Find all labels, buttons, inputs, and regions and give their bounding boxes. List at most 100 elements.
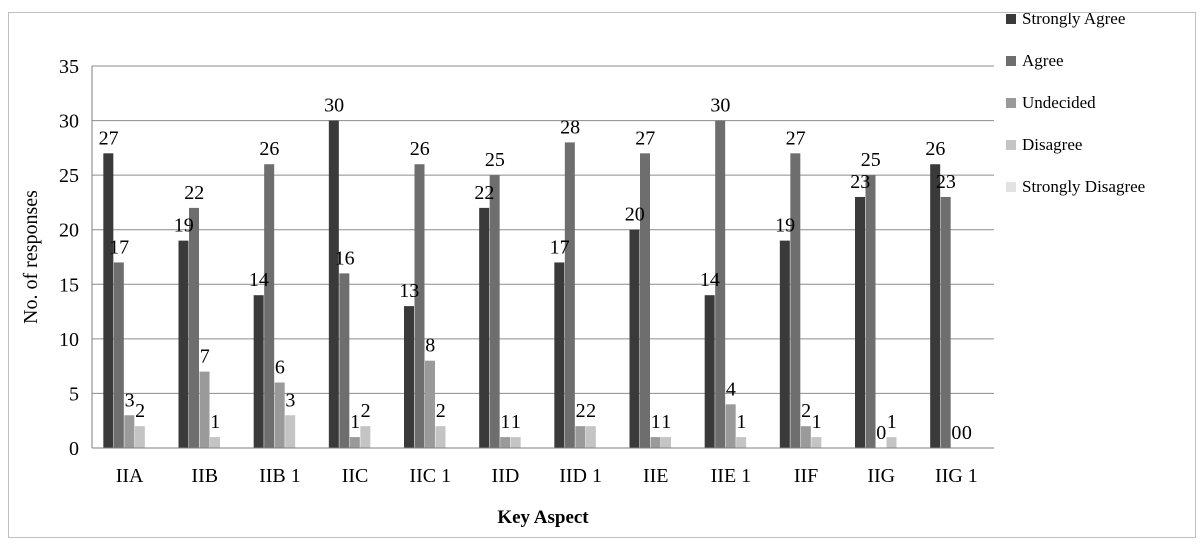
- data-label: 2: [801, 400, 811, 422]
- data-label: 3: [285, 389, 295, 411]
- bar: [779, 240, 790, 448]
- data-label: 25: [485, 149, 505, 171]
- bar: [640, 153, 650, 448]
- bars: [103, 120, 951, 449]
- bar: [103, 153, 114, 448]
- data-label: 27: [99, 127, 119, 149]
- x-tick-labels: IIA IIB IIB 1 IIC IIC 1 IID IID 1 IIE IIE 1 IIF II…: [116, 465, 978, 487]
- data-label: 8: [425, 335, 435, 357]
- data-label: 17: [109, 236, 129, 258]
- bar: [585, 426, 596, 448]
- data-label: 28: [560, 116, 580, 138]
- bar: [865, 175, 876, 448]
- data-label: 1: [887, 411, 897, 433]
- data-label: 1: [350, 411, 360, 433]
- legend-swatch: [1006, 98, 1016, 108]
- bar: [500, 437, 511, 448]
- data-label: 27: [786, 127, 806, 149]
- axes: [91, 66, 994, 449]
- legend-label: Disagree: [1022, 135, 1082, 154]
- data-label: 17: [550, 236, 570, 258]
- bar: [510, 437, 521, 448]
- data-label: 0: [951, 422, 961, 444]
- data-label: 1: [210, 411, 220, 433]
- y-tick-label: 20: [59, 220, 79, 242]
- data-label: 1: [511, 411, 521, 433]
- legend-swatch: [1006, 56, 1016, 66]
- x-tick-label: IIE: [643, 465, 669, 487]
- bar: [199, 371, 210, 448]
- y-tick-label: 30: [59, 111, 79, 133]
- legend: Strongly Agree Agree Undecided Disagree Stro…: [1006, 9, 1145, 196]
- bar: [414, 164, 425, 449]
- bar: [661, 437, 671, 448]
- y-tick-label: 35: [59, 56, 79, 78]
- data-label: 14: [700, 269, 720, 291]
- bar: [489, 175, 500, 448]
- legend-label: Agree: [1022, 51, 1064, 70]
- legend-swatch: [1006, 14, 1016, 24]
- bar: [404, 306, 414, 448]
- y-tick-label: 25: [59, 165, 79, 187]
- bar: [704, 295, 715, 448]
- bar: [930, 164, 941, 449]
- x-tick-label: IID: [492, 465, 520, 487]
- x-tick-label: IIC: [342, 465, 369, 487]
- bar: [564, 142, 575, 448]
- data-label: 16: [335, 247, 355, 269]
- bar: [629, 229, 640, 448]
- data-label: 1: [736, 411, 746, 433]
- x-tick-label: IIA: [116, 465, 144, 487]
- bar: [790, 153, 801, 448]
- data-label: 2: [576, 400, 586, 422]
- bar: [940, 196, 951, 448]
- bar: [134, 426, 145, 448]
- bar: [575, 426, 586, 448]
- bar: [886, 437, 897, 448]
- data-label: 1: [661, 411, 671, 433]
- bar: [736, 437, 747, 448]
- legend-swatch: [1006, 140, 1016, 150]
- bar: [479, 207, 490, 448]
- bar: [178, 240, 189, 448]
- data-label: 13: [399, 280, 419, 302]
- data-label: 2: [135, 400, 145, 422]
- data-label: 2: [586, 400, 596, 422]
- bar: [274, 382, 285, 448]
- data-label: 20: [625, 204, 645, 226]
- bar: [435, 426, 446, 448]
- data-label: 22: [184, 182, 204, 204]
- legend-label: Strongly Agree: [1022, 13, 1125, 28]
- data-label: 23: [850, 171, 870, 193]
- bar: [349, 437, 360, 448]
- data-label: 26: [925, 138, 945, 160]
- bar: [855, 196, 865, 448]
- data-label: 23: [936, 171, 956, 193]
- bar: [253, 295, 264, 448]
- y-tick-label: 0: [69, 438, 79, 460]
- data-label: 1: [812, 411, 822, 433]
- x-tick-label: IIE 1: [711, 465, 752, 487]
- data-label: 2: [436, 400, 446, 422]
- bar: [124, 415, 135, 448]
- y-axis-title: No. of responses: [20, 190, 42, 324]
- x-tick-label: IIF: [794, 465, 818, 487]
- x-tick-label: IIG 1: [935, 465, 978, 487]
- bar: [210, 437, 220, 448]
- bar: [554, 262, 565, 448]
- data-label: 30: [324, 95, 344, 117]
- data-label: 22: [474, 182, 494, 204]
- legend-label: Strongly Disagree: [1022, 177, 1145, 196]
- data-label: 19: [174, 215, 194, 237]
- bar: [339, 273, 350, 448]
- bar: [800, 426, 811, 448]
- gridlines: [92, 65, 994, 394]
- data-label: 3: [125, 389, 135, 411]
- data-label: 26: [410, 138, 430, 160]
- data-label: 14: [249, 269, 269, 291]
- bar: [725, 404, 736, 448]
- y-tick-label: 5: [69, 383, 79, 405]
- legend-swatch: [1006, 182, 1016, 192]
